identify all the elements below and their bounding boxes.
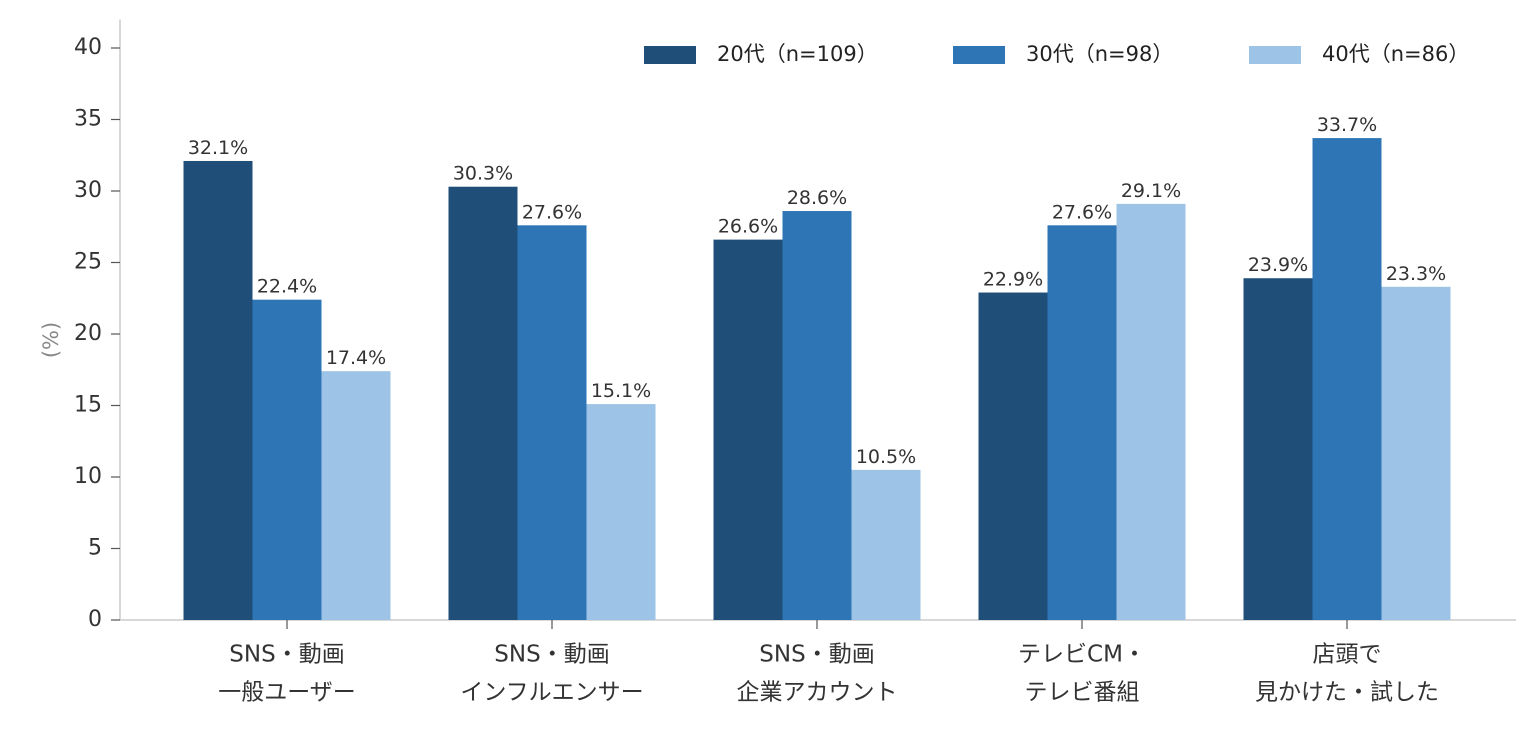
- data-label: 22.9%: [983, 269, 1043, 291]
- bar: [252, 299, 322, 620]
- x-tick-label: SNS・動画: [229, 642, 344, 668]
- data-label: 33.7%: [1317, 114, 1377, 136]
- x-tick-label: 店頭で: [1313, 642, 1382, 668]
- bar: [1243, 278, 1313, 620]
- bar: [713, 239, 783, 620]
- legend-label: 20代（n=109）: [717, 42, 878, 66]
- x-tick-label: 企業アカウント: [737, 680, 898, 706]
- data-label: 17.4%: [326, 347, 386, 369]
- data-label: 27.6%: [522, 201, 582, 223]
- bar: [321, 371, 391, 620]
- legend-swatch: [644, 46, 696, 64]
- data-label: 22.4%: [257, 276, 317, 298]
- bar: [1381, 286, 1451, 620]
- x-tick-label: SNS・動画: [759, 642, 874, 668]
- data-label: 23.3%: [1386, 263, 1446, 285]
- legend-swatch: [1249, 46, 1301, 64]
- data-label: 23.9%: [1248, 254, 1308, 276]
- x-tick-label: SNS・動画: [494, 642, 609, 668]
- bar: [1312, 138, 1382, 620]
- x-axis: SNS・動画一般ユーザーSNS・動画インフルエンサーSNS・動画企業アカウントテ…: [120, 619, 1516, 706]
- data-label: 28.6%: [787, 187, 847, 209]
- data-label-group: 32.1% 22.4% 17.4% 30.3% 27.6% 15.1% 26.6% 28.6%…: [188, 114, 1446, 468]
- x-tick-label: 一般ユーザー: [218, 680, 356, 706]
- y-tick-label: 0: [88, 607, 102, 632]
- y-tick-label: 40: [74, 35, 102, 60]
- bar: [782, 211, 852, 620]
- y-tick-label: 15: [74, 393, 102, 418]
- x-tick-label: 見かけた・試した: [1255, 680, 1439, 706]
- bar: [517, 225, 587, 620]
- legend-swatch: [953, 46, 1005, 64]
- data-label: 10.5%: [856, 446, 916, 468]
- y-tick-label: 30: [74, 178, 102, 203]
- legend: 20代（n=109） 30代（n=98） 40代（n=86）: [644, 42, 1469, 66]
- y-tick-label: 25: [74, 250, 102, 275]
- y-tick-label: 20: [74, 321, 102, 346]
- data-label: 30.3%: [453, 163, 513, 185]
- x-tick-label: テレビ番組: [1025, 680, 1140, 706]
- y-axis: 0 5 10 15 20 25 30 35 40: [74, 19, 121, 632]
- data-label: 26.6%: [718, 216, 778, 238]
- bar-series-group: [183, 138, 1451, 620]
- y-axis-title: (%): [39, 322, 63, 358]
- bar: [183, 160, 253, 620]
- data-label: 32.1%: [188, 137, 248, 159]
- bar: [586, 404, 656, 620]
- y-tick-label: 10: [74, 464, 102, 489]
- bar: [1047, 225, 1117, 620]
- legend-label: 30代（n=98）: [1026, 42, 1173, 66]
- bar: [448, 186, 518, 620]
- data-label: 27.6%: [1052, 201, 1112, 223]
- bar: [851, 469, 921, 620]
- x-tick-label: テレビCM・: [1018, 642, 1146, 668]
- data-label: 29.1%: [1121, 180, 1181, 202]
- legend-label: 40代（n=86）: [1322, 42, 1469, 66]
- x-tick-label: インフルエンサー: [460, 680, 643, 706]
- bar: [978, 292, 1048, 620]
- bar: [1116, 203, 1186, 620]
- y-tick-label: 35: [74, 107, 102, 132]
- data-label: 15.1%: [591, 380, 651, 402]
- y-tick-label: 5: [88, 536, 102, 561]
